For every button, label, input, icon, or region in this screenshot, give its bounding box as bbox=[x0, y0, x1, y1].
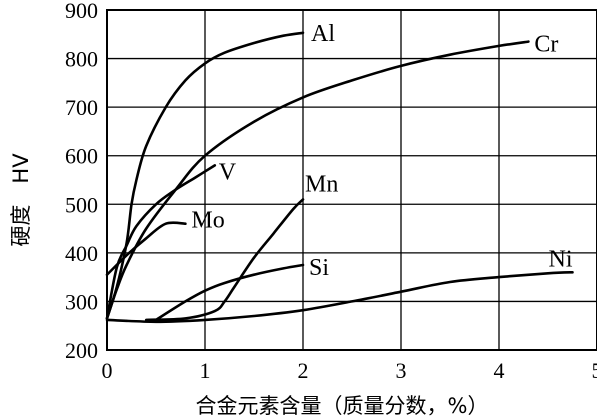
y-tick-label: 900 bbox=[65, 0, 98, 23]
series-label-cr: Cr bbox=[534, 32, 558, 58]
series-line-v bbox=[105, 164, 217, 320]
grid bbox=[106, 9, 597, 351]
y-tick-label: 200 bbox=[65, 338, 98, 363]
series-labels: Al Cr V Mo Mn Si Ni bbox=[191, 21, 572, 281]
x-tick-label: 0 bbox=[102, 358, 113, 383]
series-label-v: V bbox=[219, 159, 237, 185]
series-curves bbox=[105, 31, 574, 324]
series-label-mo: Mo bbox=[191, 208, 224, 234]
y-tick-label: 700 bbox=[65, 95, 98, 120]
series-line-mn bbox=[144, 198, 305, 322]
x-tick-label: 5 bbox=[592, 358, 597, 383]
y-axis-label: 硬度 HV bbox=[9, 153, 33, 247]
y-tick-labels: 200 300 400 500 600 700 800 900 bbox=[65, 0, 98, 363]
series-label-ni: Ni bbox=[549, 246, 573, 272]
y-tick-label: 600 bbox=[65, 144, 98, 169]
x-tick-label: 1 bbox=[200, 358, 211, 383]
y-tick-label: 800 bbox=[65, 47, 98, 72]
x-tick-label: 4 bbox=[494, 358, 505, 383]
y-tick-label: 500 bbox=[65, 192, 98, 217]
x-tick-label: 2 bbox=[298, 358, 309, 383]
series-label-si: Si bbox=[309, 255, 329, 281]
x-tick-label: 3 bbox=[396, 358, 407, 383]
series-label-al: Al bbox=[311, 21, 335, 47]
y-tick-label: 400 bbox=[65, 241, 98, 266]
x-tick-labels: 0 1 2 3 4 5 bbox=[102, 358, 597, 383]
x-axis-label: 合金元素含量（质量分数，%） bbox=[196, 394, 489, 418]
series-line-cr bbox=[105, 40, 530, 320]
y-tick-label: 300 bbox=[65, 289, 98, 314]
series-label-mn: Mn bbox=[305, 171, 338, 197]
series-line-si bbox=[154, 263, 305, 322]
series-line-mo bbox=[105, 221, 187, 276]
plot-frame bbox=[106, 9, 597, 351]
series-line-ni bbox=[105, 271, 574, 324]
